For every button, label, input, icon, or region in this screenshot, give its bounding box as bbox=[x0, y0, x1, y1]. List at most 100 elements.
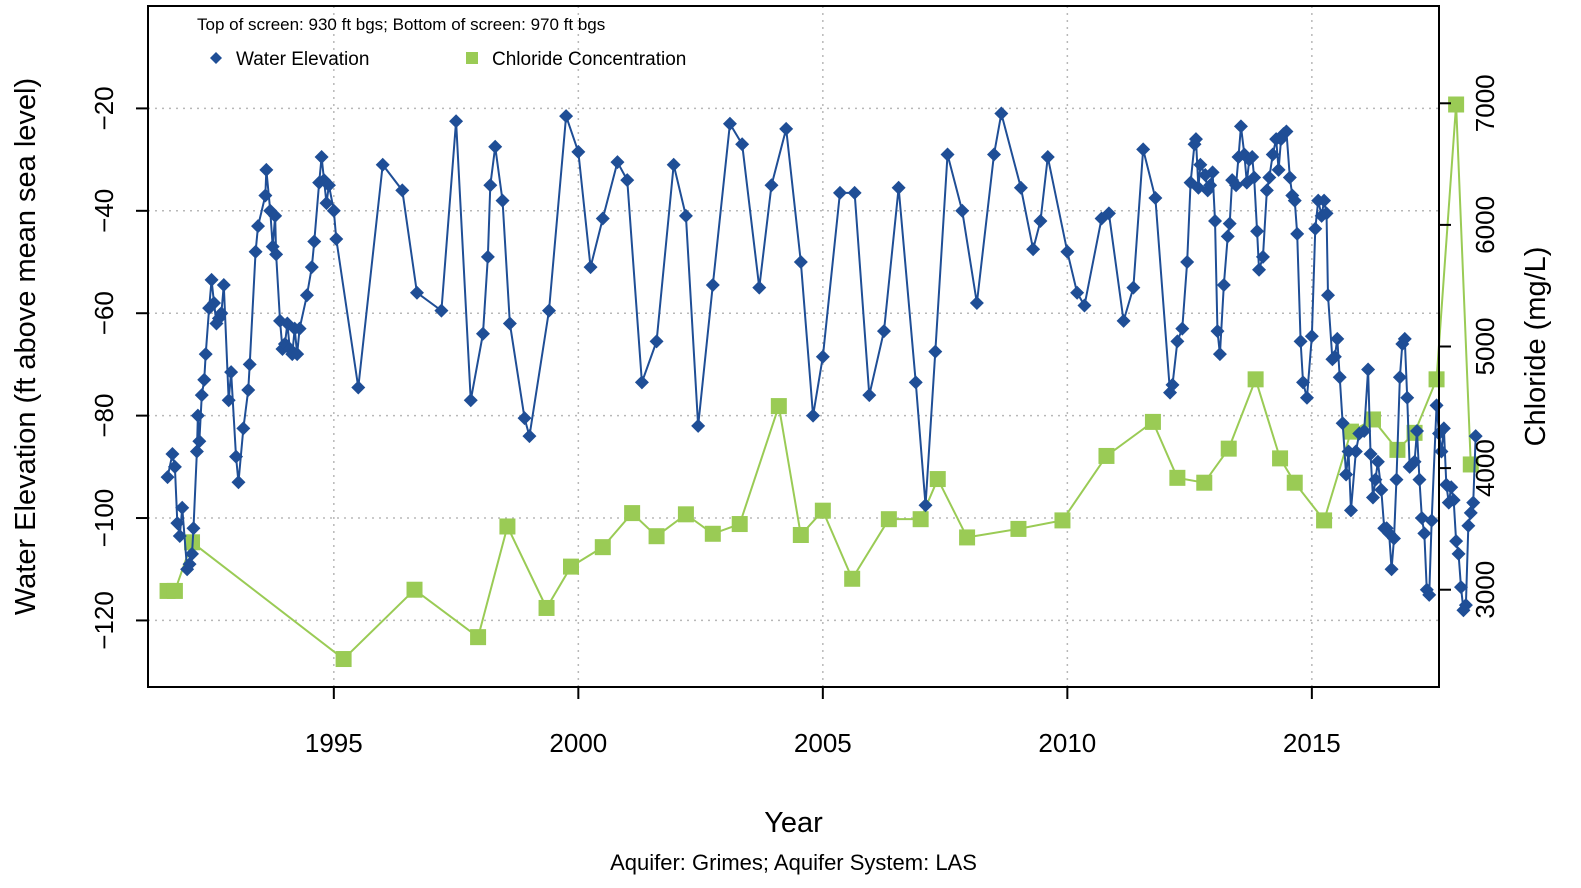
data-point-water-elevation bbox=[304, 260, 319, 275]
data-point-chloride-concentration bbox=[844, 570, 861, 587]
data-point-water-elevation bbox=[1458, 598, 1473, 613]
data-point-water-elevation bbox=[1392, 370, 1407, 385]
data-point-water-elevation bbox=[194, 388, 209, 403]
data-point-water-elevation bbox=[190, 408, 205, 423]
data-point-water-elevation bbox=[1422, 587, 1437, 602]
legend-label-chloride-concentration: Chloride Concentration bbox=[492, 49, 686, 70]
data-point-chloride-concentration bbox=[1364, 411, 1381, 428]
data-point-water-elevation bbox=[1271, 162, 1286, 177]
data-point-water-elevation bbox=[1101, 206, 1116, 221]
data-point-water-elevation bbox=[1205, 165, 1220, 180]
data-point-chloride-concentration bbox=[1272, 450, 1289, 467]
legend: Top of screen: 930 ft bgs; Bottom of scr… bbox=[197, 15, 686, 70]
data-point-water-elevation bbox=[463, 393, 478, 408]
data-point-water-elevation bbox=[1229, 178, 1244, 193]
data-point-water-elevation bbox=[165, 447, 180, 462]
data-point-water-elevation bbox=[1454, 580, 1469, 595]
data-point-water-elevation bbox=[1343, 503, 1358, 518]
data-point-water-elevation bbox=[204, 272, 219, 287]
data-point-water-elevation bbox=[1370, 454, 1385, 469]
data-point-water-elevation bbox=[1290, 226, 1305, 241]
data-point-water-elevation bbox=[1466, 495, 1481, 510]
data-point-water-elevation bbox=[1212, 347, 1227, 362]
data-point-water-elevation bbox=[231, 475, 246, 490]
data-point-water-elevation bbox=[1170, 334, 1185, 349]
data-point-water-elevation bbox=[483, 178, 498, 193]
data-point-water-elevation bbox=[290, 347, 305, 362]
data-point-water-elevation bbox=[1319, 206, 1334, 221]
data-point-water-elevation bbox=[649, 334, 664, 349]
data-point-water-elevation bbox=[735, 137, 750, 152]
data-point-chloride-concentration bbox=[1220, 440, 1237, 457]
data-point-water-elevation bbox=[806, 408, 821, 423]
data-point-chloride-concentration bbox=[1196, 474, 1213, 491]
data-point-water-elevation bbox=[1222, 216, 1237, 231]
data-point-water-elevation bbox=[1434, 444, 1449, 459]
data-point-water-elevation bbox=[251, 219, 266, 234]
data-point-water-elevation bbox=[1247, 170, 1262, 185]
data-point-chloride-concentration bbox=[1286, 474, 1303, 491]
data-point-water-elevation bbox=[224, 365, 239, 380]
data-point-water-elevation bbox=[1446, 493, 1461, 508]
data-point-chloride-concentration bbox=[499, 518, 516, 535]
data-point-water-elevation bbox=[216, 278, 231, 293]
y-tick-label: −100 bbox=[89, 489, 119, 548]
data-point-water-elevation bbox=[1233, 119, 1248, 134]
data-point-water-elevation bbox=[1304, 329, 1319, 344]
data-point-water-elevation bbox=[541, 303, 556, 318]
data-point-water-elevation bbox=[908, 375, 923, 390]
data-point-water-elevation bbox=[329, 231, 344, 246]
data-point-water-elevation bbox=[1365, 490, 1380, 505]
data-point-water-elevation bbox=[1252, 262, 1267, 277]
data-point-water-elevation bbox=[1116, 313, 1131, 328]
data-point-water-elevation bbox=[666, 157, 681, 172]
data-point-water-elevation bbox=[1389, 472, 1404, 487]
data-point-water-elevation bbox=[876, 324, 891, 339]
data-point-water-elevation bbox=[488, 139, 503, 154]
data-point-water-elevation bbox=[1287, 193, 1302, 208]
data-point-water-elevation bbox=[258, 188, 273, 203]
legend-marker-chloride-concentration bbox=[466, 52, 478, 64]
data-point-water-elevation bbox=[1363, 447, 1378, 462]
data-point-water-elevation bbox=[1126, 280, 1141, 295]
data-point-water-elevation bbox=[1282, 170, 1297, 185]
data-point-water-elevation bbox=[522, 429, 537, 444]
data-point-water-elevation bbox=[1180, 255, 1195, 270]
data-point-water-elevation bbox=[517, 411, 532, 426]
data-point-water-elevation bbox=[1265, 147, 1280, 162]
data-point-water-elevation bbox=[375, 157, 390, 172]
data-point-chloride-concentration bbox=[677, 506, 694, 523]
data-point-water-elevation bbox=[1330, 331, 1345, 346]
data-point-water-elevation bbox=[236, 421, 251, 436]
data-point-water-elevation bbox=[1136, 142, 1151, 157]
screen-depth-note: Top of screen: 930 ft bgs; Bottom of scr… bbox=[197, 15, 605, 34]
data-point-water-elevation bbox=[269, 247, 284, 262]
data-point-water-elevation bbox=[1259, 183, 1274, 198]
y2-tick-label: 3000 bbox=[1470, 561, 1500, 619]
data-point-water-elevation bbox=[1320, 288, 1335, 303]
data-point-chloride-concentration bbox=[770, 398, 787, 415]
data-point-water-elevation bbox=[1293, 334, 1308, 349]
y2-tick-label: 4000 bbox=[1470, 439, 1500, 497]
data-point-water-elevation bbox=[1436, 421, 1451, 436]
data-point-chloride-concentration bbox=[538, 599, 555, 616]
data-point-water-elevation bbox=[1463, 505, 1478, 520]
data-point-water-elevation bbox=[1332, 370, 1347, 385]
data-point-water-elevation bbox=[172, 528, 187, 543]
data-point-chloride-concentration bbox=[704, 525, 721, 542]
y-tick-label: −80 bbox=[89, 394, 119, 438]
data-point-water-elevation bbox=[189, 444, 204, 459]
data-point-water-elevation bbox=[259, 162, 274, 177]
legend-label-water-elevation: Water Elevation bbox=[236, 49, 369, 70]
data-point-water-elevation bbox=[1444, 480, 1459, 495]
data-point-water-elevation bbox=[969, 295, 984, 310]
data-point-water-elevation bbox=[1335, 416, 1350, 431]
data-point-water-elevation bbox=[242, 357, 257, 372]
data-point-water-elevation bbox=[634, 375, 649, 390]
data-point-water-elevation bbox=[321, 178, 336, 193]
x-tick-label: 2015 bbox=[1283, 728, 1341, 758]
data-point-water-elevation bbox=[351, 380, 366, 395]
data-point-water-elevation bbox=[480, 249, 495, 264]
data-point-water-elevation bbox=[229, 449, 244, 464]
